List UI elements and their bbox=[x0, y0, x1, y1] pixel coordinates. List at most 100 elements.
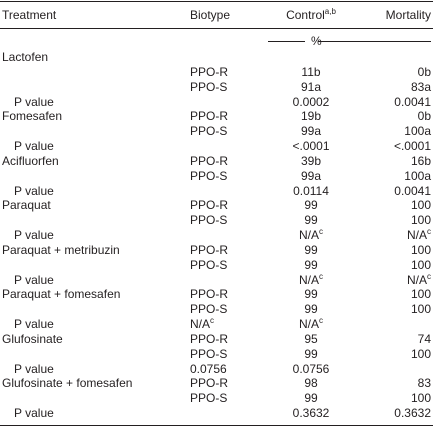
cell-mortality: 100 bbox=[410, 242, 431, 257]
cell-biotype: 0.0756 bbox=[190, 361, 227, 376]
cell-biotype: PPO-S bbox=[190, 213, 228, 228]
footnote-mark: c bbox=[210, 316, 215, 325]
cell-mortality: 16b bbox=[410, 153, 431, 168]
cell-control: 99 bbox=[304, 287, 318, 302]
footnote-mark: a,b bbox=[324, 7, 336, 16]
cell-control: 95 bbox=[304, 331, 318, 346]
header-mortality: Mortality bbox=[385, 8, 431, 22]
cell-treatment: P value bbox=[14, 361, 54, 376]
header-control: Controla,b bbox=[286, 7, 336, 23]
cell-treatment: Glufosinate bbox=[2, 331, 63, 346]
cell-control: 99a bbox=[300, 124, 322, 139]
footnote-mark: c bbox=[427, 271, 431, 281]
cell-biotype: PPO-R bbox=[190, 64, 229, 79]
cell-treatment: P value bbox=[14, 272, 54, 287]
cell-control: 99 bbox=[304, 213, 318, 228]
cell-mortality: 100 bbox=[410, 302, 431, 317]
header-control-text: Control bbox=[286, 8, 325, 22]
footnote-mark: c bbox=[319, 227, 324, 236]
unit-dash bbox=[318, 41, 431, 42]
cell-biotype: PPO-R bbox=[190, 109, 229, 124]
cell-mortality: 0b bbox=[417, 64, 431, 79]
cell-biotype: PPO-S bbox=[190, 79, 228, 94]
cell-mortality: 100 bbox=[410, 346, 431, 361]
cell-treatment: P value bbox=[14, 139, 54, 153]
cell-mortality: 0.0041 bbox=[394, 94, 431, 109]
cell-control: 0.0756 bbox=[292, 361, 330, 376]
cell-treatment: P value bbox=[14, 406, 54, 420]
cell-control: N/Ac bbox=[298, 316, 324, 332]
unit: % bbox=[311, 34, 322, 48]
footnote-mark: c bbox=[427, 227, 431, 236]
cell-mortality: 100 bbox=[410, 287, 431, 302]
cell-treatment: P value bbox=[14, 183, 54, 198]
cell-treatment: P value bbox=[14, 94, 54, 109]
cell-biotype: PPO-R bbox=[190, 376, 229, 391]
cell-treatment: Paraquat + fomesafen bbox=[2, 287, 121, 302]
cell-treatment: Paraquat + metribuzin bbox=[2, 242, 120, 257]
cell-mortality: 100a bbox=[404, 168, 431, 183]
cell-mortality-text: N/A bbox=[406, 228, 427, 242]
cell-control: 99 bbox=[304, 257, 318, 272]
cell-control: 0.0114 bbox=[293, 183, 329, 198]
cell-mortality: 100 bbox=[410, 198, 431, 213]
cell-control: 0.0002 bbox=[292, 94, 330, 109]
cell-mortality: 100a bbox=[404, 124, 431, 139]
cell-treatment: Fomesafen bbox=[2, 109, 63, 124]
cell-mortality: 100 bbox=[410, 391, 431, 406]
cell-control: N/Ac bbox=[298, 271, 324, 287]
cell-control: 0.3632 bbox=[292, 406, 330, 420]
cell-mortality: 74 bbox=[417, 331, 431, 346]
cell-mortality: 83 bbox=[417, 376, 431, 391]
cell-control: 99 bbox=[304, 198, 318, 213]
cell-control: 98 bbox=[304, 376, 318, 391]
cell-biotype: PPO-R bbox=[190, 331, 229, 346]
header-rule bbox=[0, 28, 433, 29]
cell-control-text: N/A bbox=[298, 272, 320, 287]
cell-control: 19b bbox=[300, 109, 322, 124]
cell-biotype-text: N/A bbox=[190, 317, 211, 331]
cell-biotype: PPO-S bbox=[190, 391, 228, 406]
cell-control: 99 bbox=[304, 302, 318, 317]
cell-mortality: 0.3632 bbox=[394, 406, 431, 420]
cell-control: 99 bbox=[304, 242, 318, 257]
cell-treatment: Acifluorfen bbox=[2, 153, 59, 168]
footnote-mark: c bbox=[319, 316, 324, 325]
cell-biotype: PPO-S bbox=[190, 257, 228, 272]
cell-control-text: N/A bbox=[298, 228, 320, 242]
footnote-mark: c bbox=[319, 271, 324, 281]
cell-control: 11b bbox=[301, 64, 321, 79]
cell-treatment: P value bbox=[14, 228, 54, 242]
cell-mortality: 83a bbox=[410, 79, 431, 94]
cell-biotype: PPO-S bbox=[190, 168, 228, 183]
cell-control: 99 bbox=[304, 346, 318, 361]
cell-control: 39b bbox=[300, 153, 322, 168]
top-rule bbox=[0, 1, 433, 2]
cell-treatment: Paraquat bbox=[2, 198, 51, 213]
cell-mortality: <.0001 bbox=[393, 139, 431, 153]
cell-biotype: N/Ac bbox=[190, 316, 215, 332]
cell-control: N/Ac bbox=[298, 227, 324, 243]
unit-dash bbox=[268, 41, 305, 42]
cell-biotype: PPO-R bbox=[190, 198, 229, 213]
cell-biotype: PPO-S bbox=[190, 124, 228, 139]
cell-mortality: N/Ac bbox=[406, 271, 431, 287]
cell-control-text: N/A bbox=[298, 317, 320, 331]
cell-mortality-text: N/A bbox=[406, 272, 427, 287]
cell-biotype: PPO-S bbox=[190, 346, 228, 361]
header-treatment: Treatment bbox=[2, 8, 57, 22]
cell-mortality: 100 bbox=[410, 213, 431, 228]
cell-mortality: 0b bbox=[417, 109, 431, 124]
cell-biotype: PPO-R bbox=[190, 287, 229, 302]
cell-biotype: PPO-S bbox=[190, 302, 228, 317]
cell-control: 99 bbox=[304, 391, 318, 406]
cell-control: 99a bbox=[300, 168, 322, 183]
cell-treatment: Lactofen bbox=[2, 50, 49, 64]
cell-mortality: N/Ac bbox=[406, 227, 431, 243]
cell-biotype: PPO-R bbox=[190, 153, 229, 168]
cell-biotype: PPO-R bbox=[190, 242, 229, 257]
cell-control: 91a bbox=[300, 79, 322, 94]
cell-mortality: 100 bbox=[410, 257, 431, 272]
bottom-rule bbox=[0, 425, 433, 426]
